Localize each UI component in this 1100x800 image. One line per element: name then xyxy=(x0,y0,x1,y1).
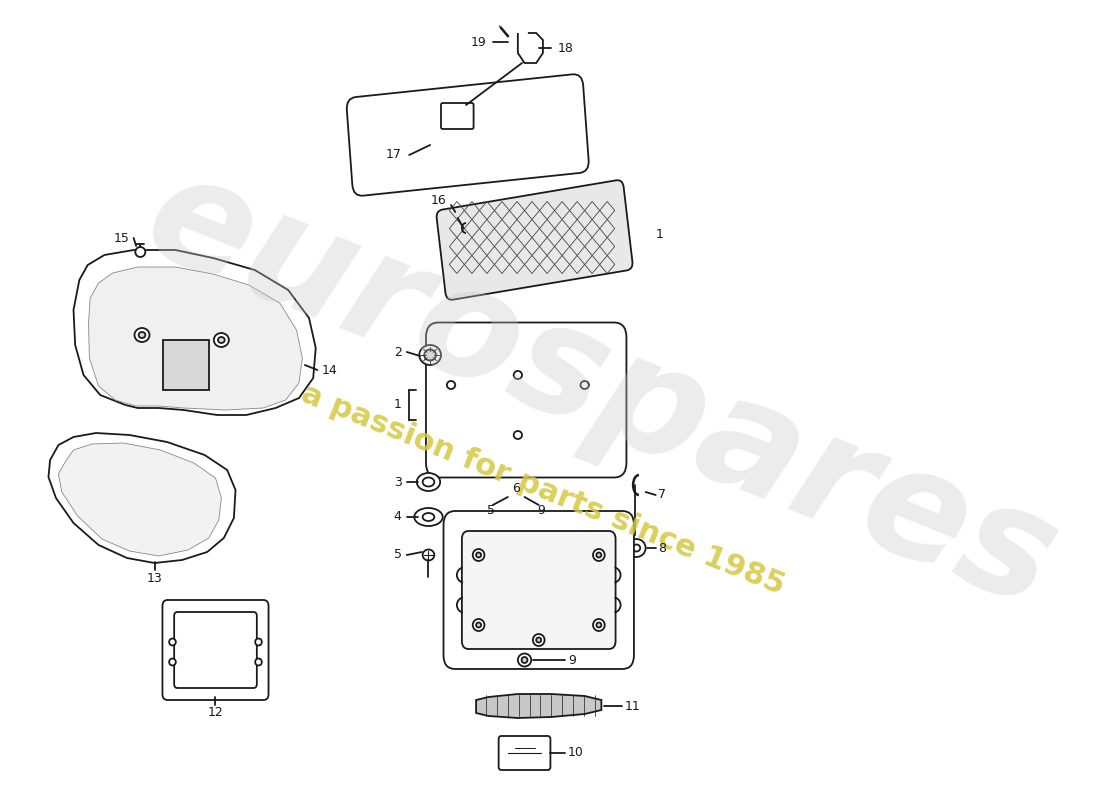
Text: 13: 13 xyxy=(146,571,163,585)
Ellipse shape xyxy=(521,657,528,663)
Polygon shape xyxy=(74,250,316,415)
Ellipse shape xyxy=(134,328,150,342)
Ellipse shape xyxy=(417,473,440,491)
FancyBboxPatch shape xyxy=(426,322,626,478)
Text: 4: 4 xyxy=(394,510,402,523)
Text: 17: 17 xyxy=(386,149,402,162)
Text: 6: 6 xyxy=(513,482,520,494)
Ellipse shape xyxy=(596,622,602,627)
Ellipse shape xyxy=(255,638,262,646)
Ellipse shape xyxy=(255,658,262,666)
Ellipse shape xyxy=(422,478,435,486)
Ellipse shape xyxy=(596,553,602,558)
Ellipse shape xyxy=(422,550,435,561)
FancyBboxPatch shape xyxy=(437,180,632,300)
Ellipse shape xyxy=(213,333,229,347)
Ellipse shape xyxy=(422,513,435,521)
FancyBboxPatch shape xyxy=(462,531,616,649)
Ellipse shape xyxy=(415,508,442,526)
Ellipse shape xyxy=(476,553,481,558)
Ellipse shape xyxy=(473,549,484,561)
Ellipse shape xyxy=(169,638,176,646)
Text: 3: 3 xyxy=(394,475,402,489)
Polygon shape xyxy=(48,433,235,563)
Text: 19: 19 xyxy=(471,35,486,49)
FancyBboxPatch shape xyxy=(174,612,256,688)
Ellipse shape xyxy=(593,619,605,631)
Text: 1: 1 xyxy=(656,229,663,242)
FancyBboxPatch shape xyxy=(163,600,268,700)
Text: 7: 7 xyxy=(658,489,667,502)
Text: 18: 18 xyxy=(558,42,574,54)
Text: 14: 14 xyxy=(321,363,338,377)
Ellipse shape xyxy=(518,654,531,666)
Text: 10: 10 xyxy=(568,746,584,759)
Bar xyxy=(163,340,209,390)
FancyBboxPatch shape xyxy=(443,511,634,669)
Ellipse shape xyxy=(169,658,176,666)
Ellipse shape xyxy=(425,350,436,361)
Text: 12: 12 xyxy=(208,706,223,718)
Ellipse shape xyxy=(473,619,484,631)
Ellipse shape xyxy=(532,634,544,646)
Ellipse shape xyxy=(593,549,605,561)
Text: 1: 1 xyxy=(394,398,402,411)
PathPatch shape xyxy=(518,33,543,63)
Ellipse shape xyxy=(581,381,589,389)
Ellipse shape xyxy=(627,539,646,557)
Text: 11: 11 xyxy=(625,699,640,713)
Ellipse shape xyxy=(632,545,640,551)
Ellipse shape xyxy=(218,337,224,343)
FancyBboxPatch shape xyxy=(441,103,474,129)
Text: eurospares: eurospares xyxy=(125,140,1077,640)
Text: 2: 2 xyxy=(394,346,402,358)
Ellipse shape xyxy=(135,247,145,257)
Text: 15: 15 xyxy=(113,231,130,245)
Text: 9: 9 xyxy=(568,654,575,666)
Polygon shape xyxy=(58,443,221,556)
Ellipse shape xyxy=(476,622,481,627)
Text: 9: 9 xyxy=(537,503,546,517)
Ellipse shape xyxy=(514,371,522,379)
Ellipse shape xyxy=(447,381,455,389)
Ellipse shape xyxy=(419,345,441,365)
FancyBboxPatch shape xyxy=(346,74,588,196)
Text: a passion for parts since 1985: a passion for parts since 1985 xyxy=(297,379,789,601)
FancyBboxPatch shape xyxy=(498,736,550,770)
Polygon shape xyxy=(476,694,602,718)
Ellipse shape xyxy=(514,431,522,439)
Ellipse shape xyxy=(536,638,541,642)
Text: 5: 5 xyxy=(394,549,402,562)
Text: 8: 8 xyxy=(658,542,667,554)
Ellipse shape xyxy=(139,332,145,338)
Polygon shape xyxy=(88,267,302,410)
Text: 16: 16 xyxy=(431,194,447,206)
Text: 5: 5 xyxy=(487,503,495,517)
